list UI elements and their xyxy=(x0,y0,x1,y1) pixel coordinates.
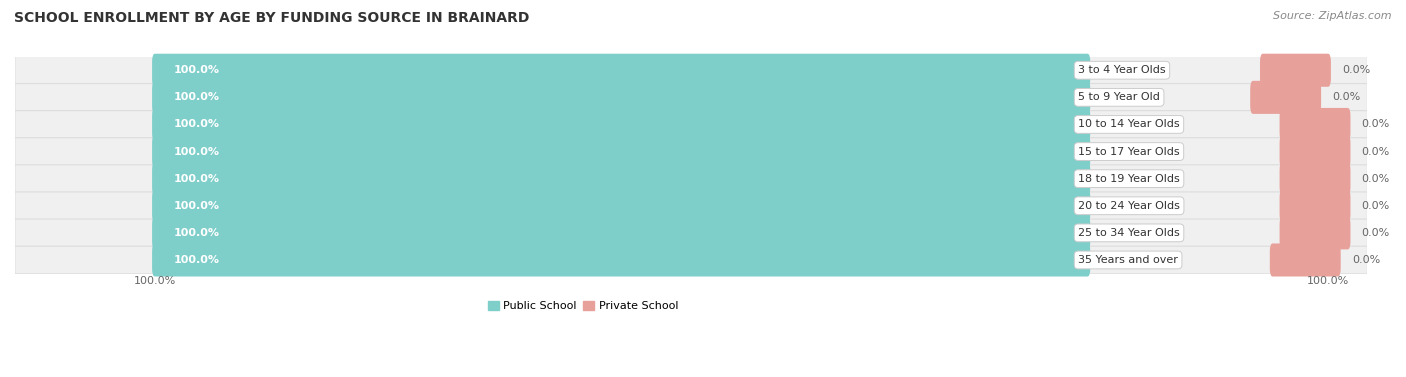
Text: 0.0%: 0.0% xyxy=(1333,92,1361,102)
FancyBboxPatch shape xyxy=(152,135,1090,168)
Text: 35 Years and over: 35 Years and over xyxy=(1078,255,1178,265)
Text: 5 to 9 Year Old: 5 to 9 Year Old xyxy=(1078,92,1160,102)
Text: 100.0%: 100.0% xyxy=(173,228,219,238)
Text: 100.0%: 100.0% xyxy=(173,174,219,184)
Text: 100.0%: 100.0% xyxy=(173,92,219,102)
FancyBboxPatch shape xyxy=(15,84,1368,111)
FancyBboxPatch shape xyxy=(15,165,1368,193)
Text: 0.0%: 0.0% xyxy=(1361,120,1391,129)
FancyBboxPatch shape xyxy=(1260,54,1331,87)
FancyBboxPatch shape xyxy=(1279,135,1351,168)
Text: 0.0%: 0.0% xyxy=(1361,174,1391,184)
Text: 20 to 24 Year Olds: 20 to 24 Year Olds xyxy=(1078,201,1180,211)
Text: 100.0%: 100.0% xyxy=(134,276,176,286)
Text: 0.0%: 0.0% xyxy=(1343,65,1371,75)
Legend: Public School, Private School: Public School, Private School xyxy=(484,296,683,316)
FancyBboxPatch shape xyxy=(1250,81,1322,114)
FancyBboxPatch shape xyxy=(15,219,1368,247)
Text: 0.0%: 0.0% xyxy=(1361,201,1391,211)
Text: SCHOOL ENROLLMENT BY AGE BY FUNDING SOURCE IN BRAINARD: SCHOOL ENROLLMENT BY AGE BY FUNDING SOUR… xyxy=(14,11,530,25)
FancyBboxPatch shape xyxy=(1279,108,1351,141)
FancyBboxPatch shape xyxy=(1270,244,1341,276)
FancyBboxPatch shape xyxy=(152,216,1090,250)
Text: 0.0%: 0.0% xyxy=(1361,147,1391,156)
FancyBboxPatch shape xyxy=(152,108,1090,141)
FancyBboxPatch shape xyxy=(152,54,1090,87)
Text: 3 to 4 Year Olds: 3 to 4 Year Olds xyxy=(1078,65,1166,75)
Text: 0.0%: 0.0% xyxy=(1361,228,1391,238)
Text: 100.0%: 100.0% xyxy=(173,201,219,211)
FancyBboxPatch shape xyxy=(15,110,1368,138)
Text: 0.0%: 0.0% xyxy=(1353,255,1381,265)
Text: Source: ZipAtlas.com: Source: ZipAtlas.com xyxy=(1274,11,1392,21)
FancyBboxPatch shape xyxy=(1279,216,1351,250)
FancyBboxPatch shape xyxy=(15,138,1368,166)
FancyBboxPatch shape xyxy=(152,162,1090,195)
Text: 25 to 34 Year Olds: 25 to 34 Year Olds xyxy=(1078,228,1180,238)
Text: 100.0%: 100.0% xyxy=(173,255,219,265)
FancyBboxPatch shape xyxy=(1279,162,1351,195)
Text: 100.0%: 100.0% xyxy=(173,120,219,129)
Text: 18 to 19 Year Olds: 18 to 19 Year Olds xyxy=(1078,174,1180,184)
Text: 15 to 17 Year Olds: 15 to 17 Year Olds xyxy=(1078,147,1180,156)
FancyBboxPatch shape xyxy=(15,246,1368,274)
Text: 10 to 14 Year Olds: 10 to 14 Year Olds xyxy=(1078,120,1180,129)
FancyBboxPatch shape xyxy=(152,189,1090,222)
Text: 100.0%: 100.0% xyxy=(1306,276,1348,286)
FancyBboxPatch shape xyxy=(152,81,1090,114)
FancyBboxPatch shape xyxy=(1279,189,1351,222)
FancyBboxPatch shape xyxy=(15,57,1368,84)
Text: 100.0%: 100.0% xyxy=(173,147,219,156)
FancyBboxPatch shape xyxy=(152,244,1090,276)
Text: 100.0%: 100.0% xyxy=(173,65,219,75)
FancyBboxPatch shape xyxy=(15,192,1368,219)
